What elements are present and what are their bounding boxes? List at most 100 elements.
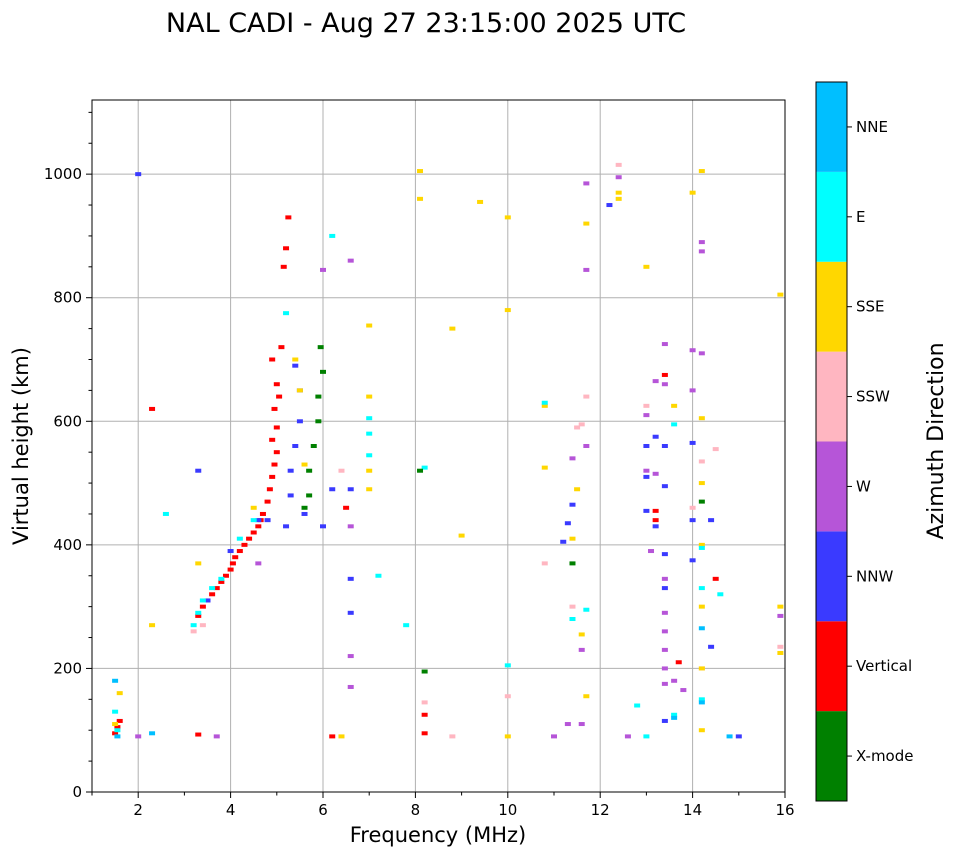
data-point-e [643, 734, 650, 739]
data-point-w [661, 629, 668, 634]
data-point-nnw [652, 434, 659, 439]
data-point-w [661, 681, 668, 686]
data-point-e [366, 416, 373, 421]
colorbar-segment-nne [816, 82, 847, 172]
y-axis-label: Virtual height (km) [9, 347, 33, 545]
data-point-nnw [708, 518, 715, 523]
data-point-ssw [643, 403, 650, 408]
data-point-sse [643, 264, 650, 269]
data-point-x-mode [320, 369, 326, 374]
data-point-vertical [213, 586, 220, 591]
data-point-nnw [689, 558, 696, 563]
data-point-vertical [661, 372, 668, 377]
data-point-w [698, 240, 705, 245]
x-tick-label: 10 [498, 801, 517, 819]
data-point-nnw [287, 468, 294, 473]
data-point-nnw [689, 518, 696, 523]
x-tick-label: 8 [411, 801, 421, 819]
data-point-ssw [190, 629, 197, 634]
colorbar-label: NNE [856, 118, 888, 136]
data-point-vertical [712, 576, 719, 581]
data-point-vertical [343, 505, 350, 510]
data-point-w [661, 576, 668, 581]
data-point-e [698, 545, 705, 550]
data-point-vertical [675, 660, 682, 665]
data-point-w [652, 471, 659, 476]
data-point-sse [569, 536, 576, 541]
data-point-e [218, 576, 225, 581]
data-point-nne [698, 626, 705, 631]
data-point-vertical [236, 549, 243, 554]
data-point-vertical [112, 731, 119, 736]
data-point-sse [458, 533, 465, 538]
data-point-x-mode [310, 444, 317, 448]
x-tick-label: 6 [318, 801, 328, 819]
plot-area [92, 100, 785, 792]
data-point-w [643, 413, 650, 418]
data-point-sse [777, 650, 784, 655]
data-point-vertical [149, 406, 156, 411]
data-point-vertical [269, 357, 276, 362]
data-point-vertical [276, 394, 283, 399]
data-point-sse [698, 169, 705, 174]
data-point-sse [777, 292, 784, 297]
data-point-w [680, 688, 687, 693]
data-point-sse [583, 221, 590, 226]
data-point-nne [726, 734, 733, 739]
data-point-w [698, 249, 705, 254]
data-point-ssw [421, 700, 428, 705]
data-point-ssw [574, 425, 581, 430]
data-point-sse [366, 468, 373, 473]
colorbar-segment-ssw [816, 351, 847, 442]
data-point-x-mode [317, 345, 324, 350]
data-point-w [643, 468, 650, 473]
data-point-e [199, 598, 206, 603]
data-point-w [777, 613, 784, 618]
data-point-sse [574, 487, 581, 492]
data-point-nnw [287, 493, 294, 498]
y-tick-label: 1000 [44, 165, 82, 183]
data-point-nnw [195, 468, 202, 473]
data-point-w [320, 267, 326, 272]
data-point-nnw [292, 444, 299, 448]
data-point-w [578, 647, 585, 652]
data-point-e [366, 431, 373, 436]
data-point-e [403, 623, 410, 628]
data-point-nnw [661, 552, 668, 557]
colorbar-label: Vertical [856, 657, 912, 675]
data-point-sse [477, 199, 484, 204]
data-point-nnw [329, 487, 336, 492]
data-point-sse [615, 190, 622, 195]
data-point-e [329, 233, 336, 238]
data-point-sse [417, 169, 424, 174]
data-point-sse [698, 416, 705, 421]
colorbar-label: E [856, 208, 865, 226]
data-point-w [347, 524, 354, 529]
data-point-sse [301, 462, 308, 467]
data-point-e [634, 703, 641, 708]
data-point-vertical [269, 437, 276, 442]
data-point-vertical [116, 718, 123, 723]
data-point-e [698, 586, 705, 591]
data-point-vertical [250, 530, 257, 535]
data-point-vertical [227, 567, 234, 572]
data-point-ssw [541, 561, 548, 566]
data-point-vertical [246, 536, 253, 541]
data-point-sse [449, 326, 456, 331]
data-point-vertical [280, 264, 287, 269]
data-point-nnw [296, 419, 303, 424]
x-tick-label: 16 [775, 801, 794, 819]
data-point-ssw [504, 694, 511, 699]
data-point-w [671, 678, 678, 683]
data-point-sse [250, 505, 257, 510]
data-point-vertical [114, 725, 121, 730]
data-point-vertical [255, 524, 262, 529]
data-point-vertical [273, 450, 280, 455]
data-point-vertical [285, 215, 292, 220]
data-point-sse [112, 722, 119, 727]
data-point-sse [698, 604, 705, 609]
data-point-nne [112, 678, 119, 683]
data-point-sse [698, 481, 705, 486]
data-point-w [661, 647, 668, 652]
data-point-e [366, 453, 373, 458]
